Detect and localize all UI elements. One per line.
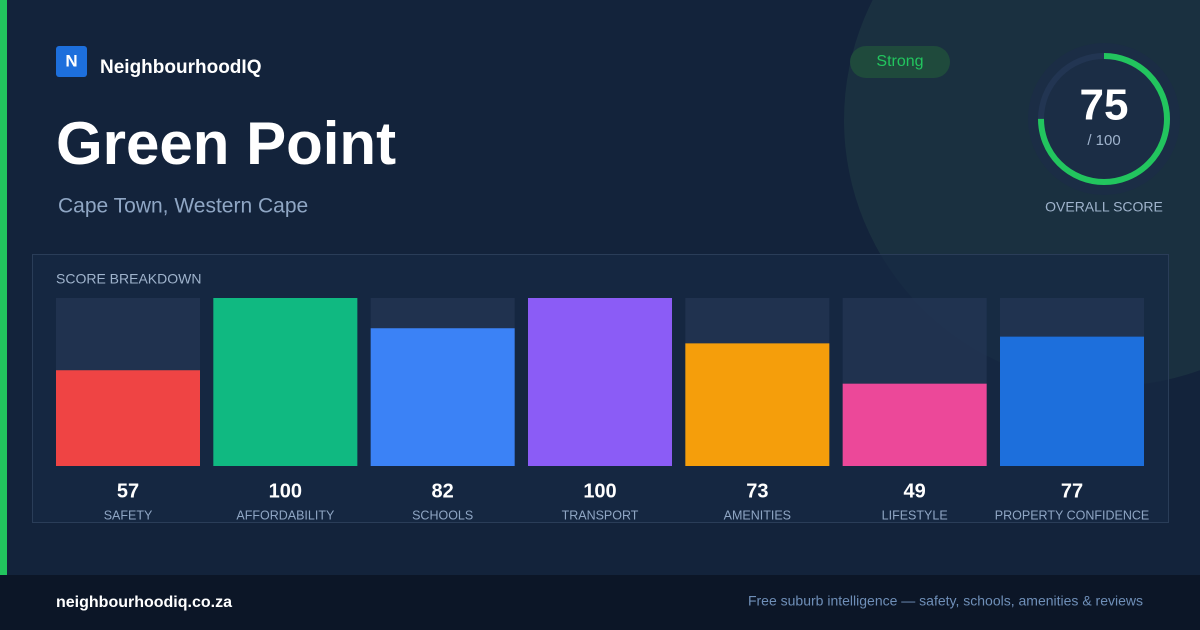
value-label: 57 — [117, 480, 139, 502]
category-label: PROPERTY CONFIDENCE — [995, 508, 1149, 522]
score-max: / 100 — [1087, 132, 1120, 149]
value-label: 77 — [1061, 480, 1083, 502]
subtitle: Cape Town, Western Cape — [58, 195, 308, 218]
value-label: 82 — [432, 480, 454, 502]
bar — [528, 298, 672, 466]
logo-letter: N — [65, 51, 77, 70]
footer — [0, 575, 1200, 630]
value-label: 49 — [904, 480, 926, 502]
title: Green Point — [56, 110, 396, 177]
score-ring — [1038, 53, 1170, 185]
bar — [370, 328, 515, 466]
bar — [213, 298, 358, 466]
brand-name: NeighbourhoodIQ — [100, 57, 261, 78]
category-label: LIFESTYLE — [882, 508, 948, 522]
badge-text: Strong — [876, 53, 923, 70]
category-label: SAFETY — [104, 508, 153, 522]
category-label: AMENITIES — [724, 508, 791, 522]
logo — [56, 46, 87, 77]
category-label: SCHOOLS — [412, 508, 473, 522]
category-label: AFFORDABILITY — [236, 508, 335, 522]
score-value: 75 — [1080, 81, 1129, 130]
bar — [56, 370, 200, 466]
bar — [685, 343, 830, 466]
value-label: 73 — [746, 480, 768, 502]
score-bg — [1028, 43, 1180, 195]
value-label: 100 — [269, 480, 302, 502]
chart-title: SCORE BREAKDOWN — [56, 271, 201, 287]
bar — [842, 383, 987, 466]
badge — [850, 46, 950, 78]
accent-stripe — [0, 0, 7, 575]
value-label: 100 — [583, 480, 616, 502]
score-label: OVERALL SCORE — [1045, 199, 1163, 215]
category-label: TRANSPORT — [562, 508, 639, 522]
bar — [1000, 336, 1144, 466]
footer-url: neighbourhoodiq.co.za — [56, 594, 232, 611]
footer-tagline: Free suburb intelligence — safety, schoo… — [748, 593, 1143, 609]
